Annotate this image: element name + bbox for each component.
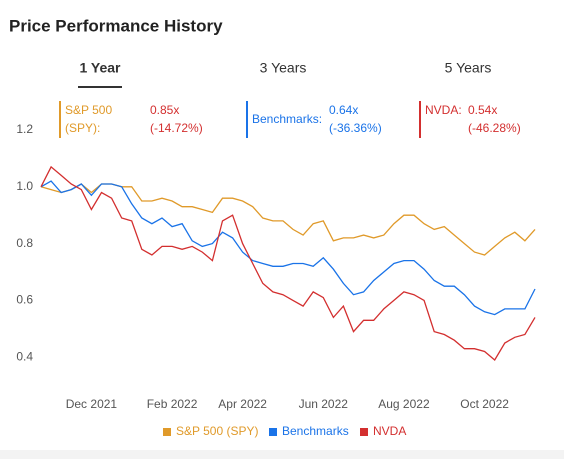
chart-title: Price Performance History [9, 16, 223, 35]
summary-label: Benchmarks: [252, 112, 323, 126]
summary-change: (-14.72%) [150, 121, 203, 135]
summary: Benchmarks: 0.64x (-36.36%) [246, 101, 382, 138]
tab[interactable]: 3 Years [260, 60, 307, 76]
y-tick-label: 1.2 [16, 122, 33, 136]
x-tick-label: Oct 2022 [460, 397, 509, 411]
tab[interactable]: 1 Year [79, 60, 121, 76]
summary-label: NVDA: [425, 103, 462, 117]
summary-label: S&P 500 (SPY): [65, 103, 113, 135]
legend-label: Benchmarks [282, 424, 349, 438]
y-tick-label: 0.8 [16, 236, 33, 250]
summary: NVDA: 0.54x (-46.28%) [419, 101, 521, 138]
x-tick-label: Jun 2022 [299, 397, 349, 411]
legend-swatch [360, 428, 368, 436]
summary-ratio: 0.64x [329, 103, 359, 117]
x-tick-label: Aug 2022 [378, 397, 430, 411]
x-tick-label: Apr 2022 [218, 397, 267, 411]
series-line [40, 165, 536, 361]
series-line [40, 183, 536, 256]
footer-band [0, 450, 564, 459]
summary-change: (-36.36%) [329, 121, 382, 135]
tab[interactable]: 5 Years [445, 60, 492, 76]
x-tick-label: Feb 2022 [147, 397, 198, 411]
legend-label: NVDA [373, 424, 406, 438]
summary: S&P 500 (SPY): 0.85x (-14.72%) [59, 101, 203, 138]
series-line [40, 180, 536, 316]
y-tick-label: 0.4 [16, 349, 33, 363]
y-tick-label: 0.6 [16, 293, 33, 307]
legend-swatch [163, 428, 171, 436]
y-tick-label: 1.0 [16, 179, 33, 193]
x-tick-label: Dec 2021 [66, 397, 118, 411]
legend-swatch [269, 428, 277, 436]
legend-label: S&P 500 (SPY) [176, 424, 259, 438]
summary-change: (-46.28%) [468, 121, 521, 135]
summary-ratio: 0.54x [468, 103, 498, 117]
summary-ratio: 0.85x [150, 103, 180, 117]
